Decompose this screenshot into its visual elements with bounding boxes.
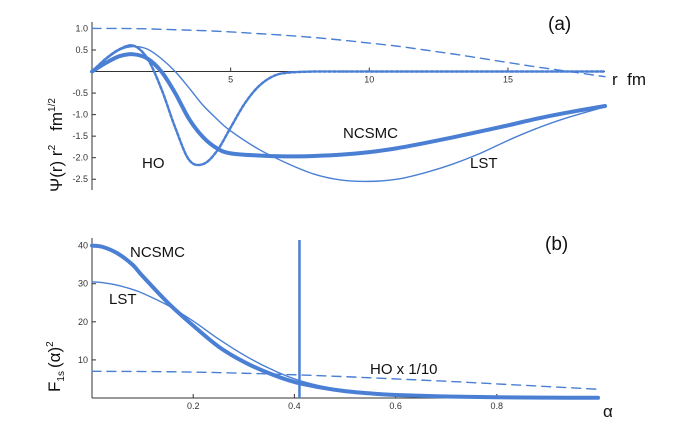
panel-b-x-label: α	[603, 402, 613, 421]
x-tick-label: 0.8	[491, 401, 504, 411]
x-tick-label: 15	[503, 75, 513, 85]
panel-a-x-label: r fm	[612, 70, 646, 89]
panel-a-label-lst: LST	[470, 155, 498, 172]
panel-b-curves	[90, 243, 600, 400]
x-tick-label: 10	[364, 75, 374, 85]
panel-b-y-label-main: F	[45, 382, 64, 392]
x-tick-label: 0.4	[288, 401, 301, 411]
svg-text:Ψ(r) r2fm1/2: Ψ(r) r2 fm1/2	[47, 98, 66, 192]
y-tick-label: -1.0	[72, 110, 88, 120]
y-tick-label: -2.0	[72, 153, 88, 163]
series-reference-line	[91, 27, 606, 78]
panel-a-ticks: 1.0 0.5 -0.5 -1.0 -1.5 -2.0 -2.5 5 10 15	[72, 23, 512, 184]
panel-b-ticks: 10 20 30 40 0.2 0.4 0.6 0.8	[78, 241, 503, 411]
panel-b-y-label: F1s (α)2	[45, 341, 67, 392]
panel-b-label-lst: LST	[109, 291, 137, 308]
series-ho-line	[90, 44, 607, 167]
x-tick-label: 5	[228, 75, 233, 85]
y-tick-label: 0.5	[75, 45, 88, 55]
series-lst-line	[91, 45, 606, 183]
panel-b-tag: (b)	[545, 234, 568, 255]
y-tick-label: -1.5	[72, 131, 88, 141]
panel-a-y-label-main: Ψ(r) r	[47, 150, 66, 192]
y-tick-label: 10	[78, 355, 88, 365]
x-tick-label: 0.2	[187, 401, 200, 411]
panel-b-y-label-sub: 1s	[56, 371, 67, 382]
series-ncsmc-line	[90, 243, 600, 400]
panel-a-y-label-unit: fm	[47, 112, 66, 131]
y-tick-label: 1.0	[75, 23, 88, 33]
panel-a-label-ncsmc: NCSMC	[343, 125, 398, 142]
series-lst-line	[91, 281, 599, 399]
series-ho-x-1-10-line	[91, 370, 599, 390]
y-tick-label: -2.5	[72, 174, 88, 184]
panel-a-tag: (a)	[548, 14, 571, 35]
panel-b-y-label-sup: 2	[45, 341, 56, 347]
panel-a-y-label: Ψ(r) r2 fm1/2	[47, 98, 66, 192]
panel-a: 1.0 0.5 -0.5 -1.0 -1.5 -2.0 -2.5 5 10 15 (a) r fm…	[47, 14, 646, 192]
y-tick-label: 40	[78, 241, 88, 251]
y-tick-label: -0.5	[72, 88, 88, 98]
panel-a-y-label-unit-sup: 1/2	[47, 98, 58, 112]
y-tick-label: 30	[78, 279, 88, 289]
panel-a-y-label-sup: 2	[47, 144, 58, 150]
panel-a-label-ho: HO	[142, 155, 165, 172]
x-tick-label: 0.6	[389, 401, 402, 411]
panel-b-label-ho: HO x 1/10	[370, 361, 438, 378]
y-tick-label: 20	[78, 317, 88, 327]
panel-b-y-label-rest: (α)	[45, 347, 64, 368]
panel-b: 10 20 30 40 0.2 0.4 0.6 0.8 (b) α NCSMC LST HO …	[45, 234, 613, 421]
panel-b-label-ncsmc: NCSMC	[130, 244, 185, 261]
panel-a-curves	[90, 27, 607, 183]
svg-text:F1s(α)2: F1s (α)2	[45, 341, 67, 392]
